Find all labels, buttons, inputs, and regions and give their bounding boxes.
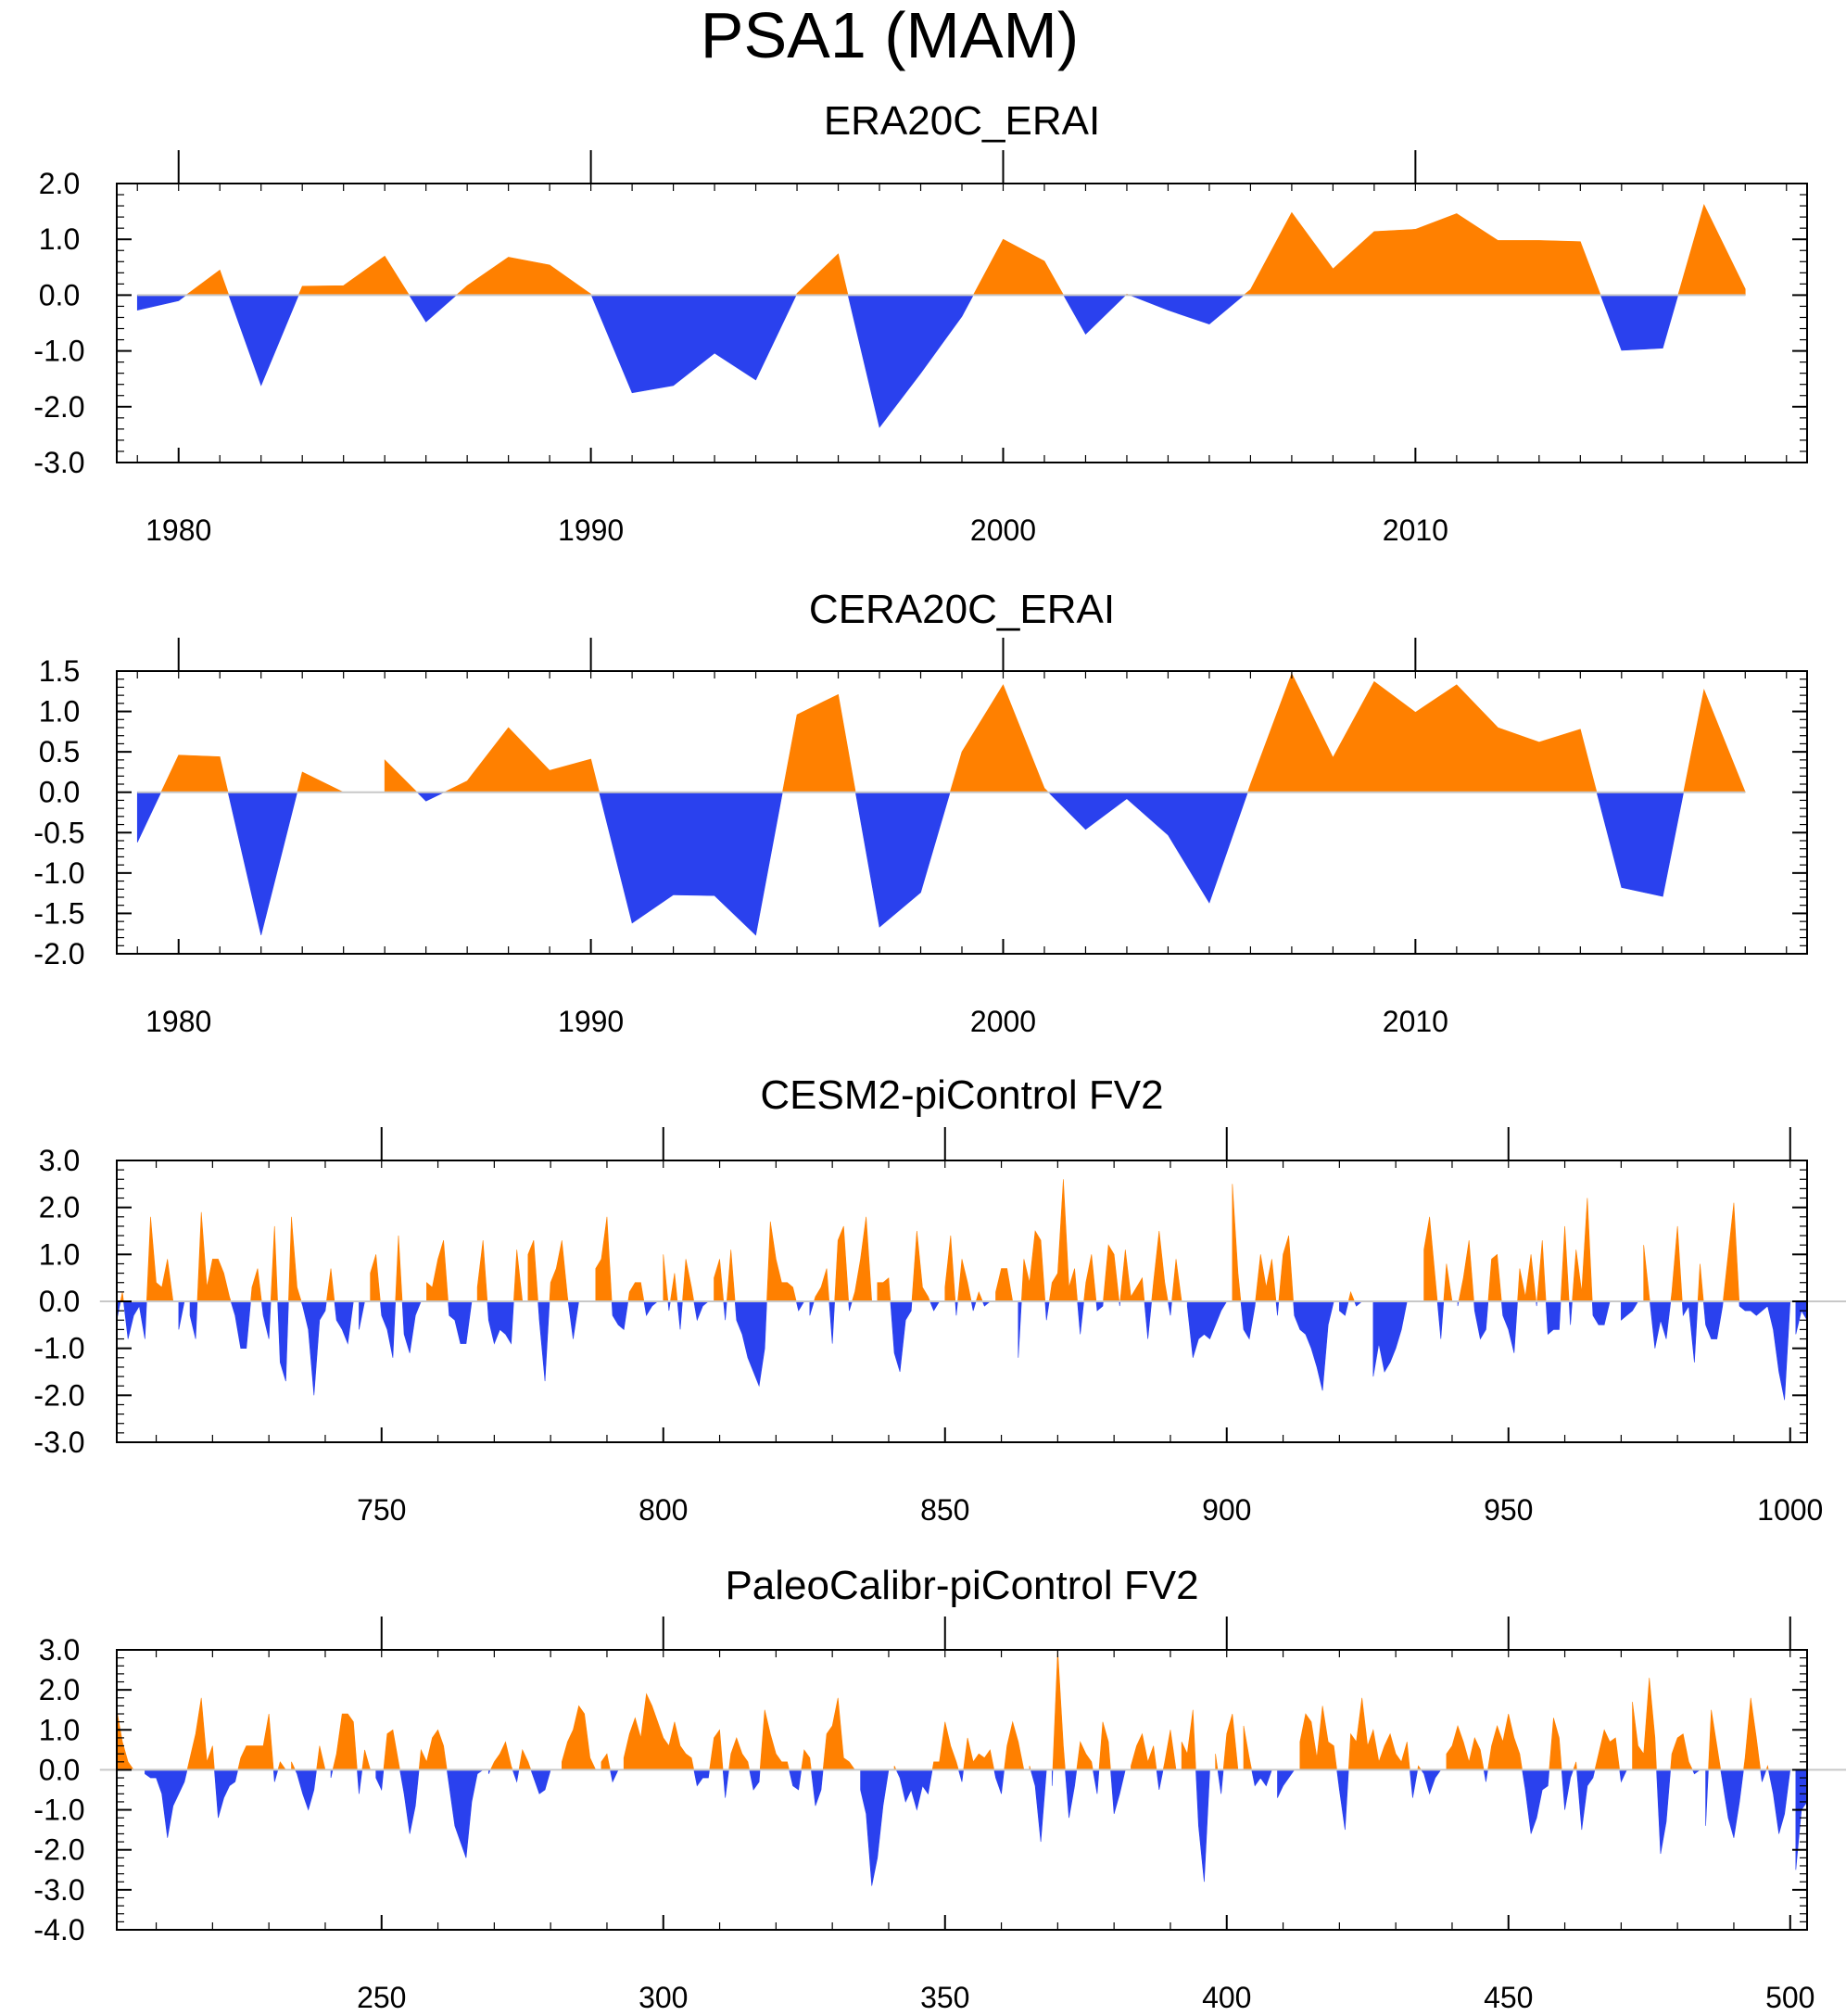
- y-tick-label: -1.5: [33, 896, 84, 930]
- series: [117, 1650, 1807, 1886]
- panel-era20c-erai: ERA20C_ERAI 2.0 1.0 0.0 -1.0 -2.0 -3.0 1980 199…: [33, 98, 1808, 547]
- y-tick-label: 1.0: [39, 695, 80, 729]
- y-tick-label: -2.0: [33, 1833, 84, 1867]
- panel-title: CESM2-piControl FV2: [760, 1072, 1163, 1118]
- y-tick-label: 1.5: [39, 654, 80, 688]
- y-tick-label: -1.0: [33, 335, 84, 368]
- x-tick-label: 2000: [970, 1005, 1036, 1038]
- y-tick-label: 1.0: [39, 222, 80, 256]
- x-tick-label: 400: [1202, 1981, 1251, 2014]
- x-tick-label: 1990: [558, 1005, 624, 1038]
- x-tick-label: 250: [357, 1981, 406, 2014]
- y-tick-label: -1.0: [33, 856, 84, 890]
- y-tick-label: 0.0: [39, 1285, 80, 1318]
- positive-area: [120, 1179, 1740, 1302]
- positive-area: [117, 1650, 1769, 1770]
- x-tick-label: 850: [920, 1493, 969, 1527]
- x-tick-label: 950: [1484, 1493, 1533, 1527]
- y-tick-label: 1.0: [39, 1713, 80, 1746]
- y-tick-label: 2.0: [39, 1673, 80, 1706]
- x-tick-label: 750: [357, 1493, 406, 1527]
- plot-frame: [116, 670, 1808, 955]
- x-tick-label: 300: [639, 1981, 688, 2014]
- y-tick-label: -3.0: [33, 1426, 84, 1459]
- y-tick-label: 2.0: [39, 1191, 80, 1224]
- figure-title: PSA1 (MAM): [701, 0, 1079, 71]
- y-tick-label: -0.5: [33, 816, 84, 849]
- y-tick-label: -2.0: [33, 1378, 84, 1412]
- y-tick-label: -4.0: [33, 1913, 84, 1946]
- y-tick-label: 0.0: [39, 1753, 80, 1786]
- y-tick-label: -3.0: [33, 1873, 84, 1907]
- x-tick-label: 1980: [145, 1005, 211, 1038]
- x-tick-label: 2010: [1383, 514, 1448, 547]
- y-tick-label: 1.0: [39, 1237, 80, 1271]
- panel-title: ERA20C_ERAI: [824, 98, 1100, 144]
- x-tick-label: 500: [1765, 1981, 1814, 2014]
- y-tick-label: -1.0: [33, 1332, 84, 1365]
- y-tick-label: 3.0: [39, 1633, 80, 1667]
- panel-title: CERA20C_ERAI: [809, 587, 1115, 632]
- plot-frame: [116, 183, 1808, 463]
- plot-frame: [116, 1649, 1808, 1931]
- x-tick-label: 2010: [1383, 1005, 1448, 1038]
- y-tick-label: -2.0: [33, 937, 84, 970]
- series: [117, 1179, 1807, 1401]
- negative-area: [145, 1769, 1807, 1886]
- y-tick-label: -3.0: [33, 446, 84, 479]
- x-tick-label: 900: [1202, 1493, 1251, 1527]
- y-tick-label: 3.0: [39, 1144, 80, 1177]
- negative-area: [136, 295, 1679, 428]
- series: [136, 672, 1746, 936]
- y-tick-label: -1.0: [33, 1794, 84, 1827]
- y-tick-label: 2.0: [39, 167, 80, 200]
- x-tick-label: 800: [639, 1493, 688, 1527]
- x-tick-label: 350: [920, 1981, 969, 2014]
- positive-area: [160, 672, 1746, 793]
- y-tick-label: 0.0: [39, 278, 80, 311]
- panel-cesm2-picontrol-fv2: CESM2-piControl FV2 3.0 2.0 1.0 0.0 -1.0 -2.0…: [33, 1072, 1846, 1527]
- x-tick-label: 2000: [970, 514, 1036, 547]
- x-tick-label: 1990: [558, 514, 624, 547]
- panel-paleocalibr-picontrol-fv2: PaleoCalibr-piControl FV2 3.0 2.0 1.0 0.0 -1…: [33, 1563, 1846, 2014]
- y-tick-label: -2.0: [33, 390, 84, 424]
- y-tick-label: 0.0: [39, 776, 80, 809]
- x-tick-label: 1000: [1757, 1493, 1823, 1527]
- panel-title: PaleoCalibr-piControl FV2: [725, 1563, 1198, 1608]
- negative-area: [117, 1300, 1807, 1401]
- x-tick-label: 1980: [145, 514, 211, 547]
- positive-area: [184, 204, 1746, 296]
- series: [136, 204, 1746, 428]
- panel-cera20c-erai: CERA20C_ERAI 1.5 1.0 0.5 0.0 -0.5 -1.0 -1.5 -2.…: [33, 587, 1808, 1038]
- y-tick-label: 0.5: [39, 735, 80, 768]
- x-tick-label: 450: [1484, 1981, 1533, 2014]
- negative-area: [136, 792, 1685, 936]
